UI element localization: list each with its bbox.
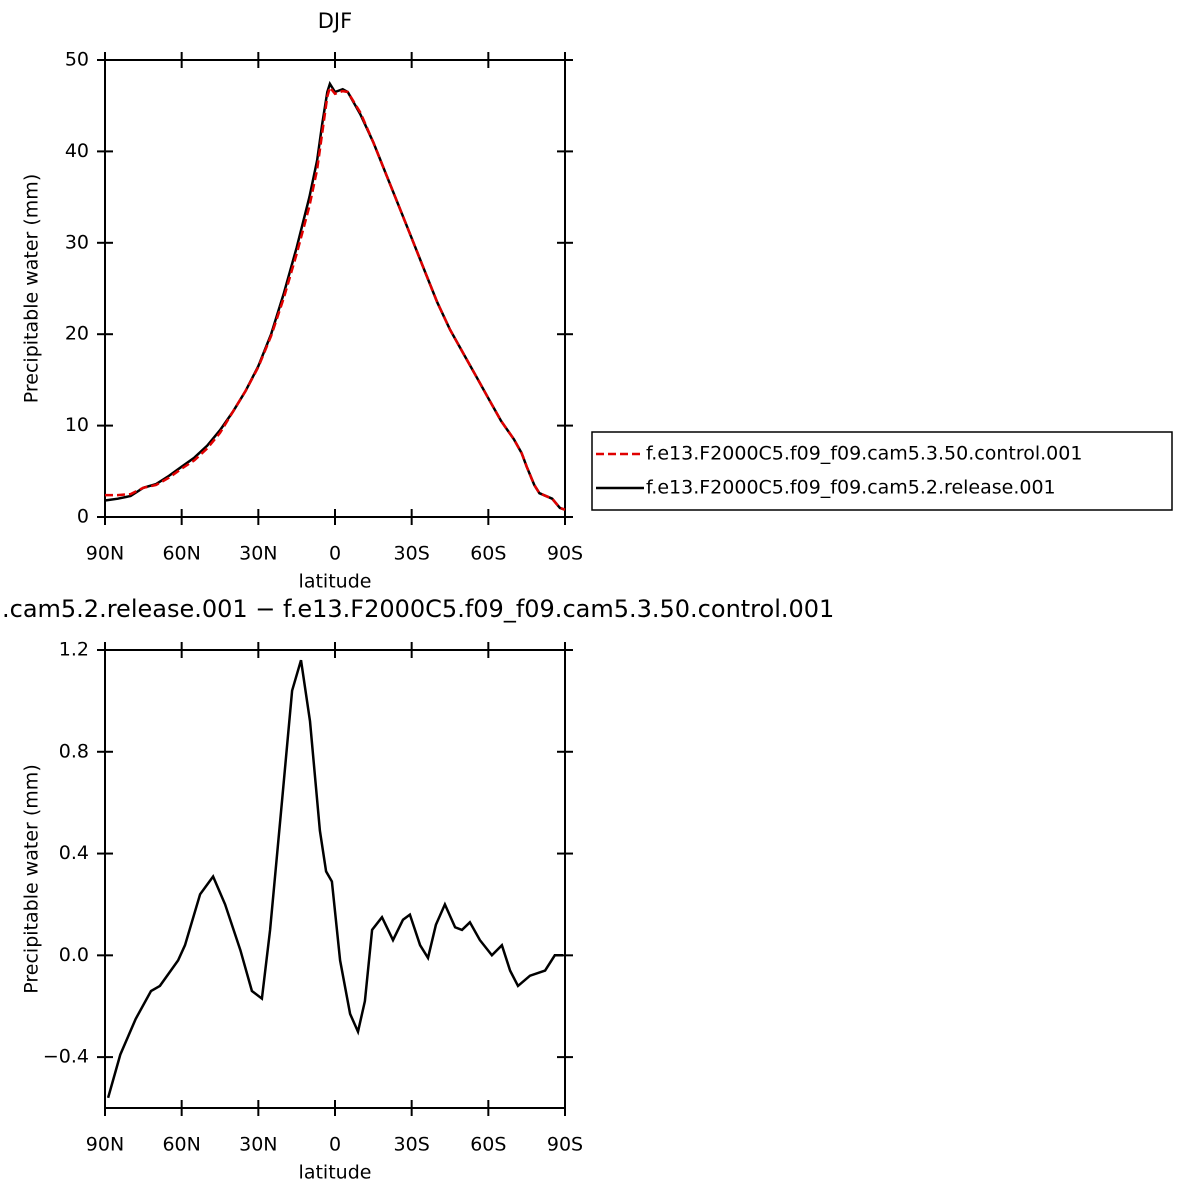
y-tick-label: 40 — [65, 140, 89, 162]
legend-box — [591, 431, 1173, 511]
x-axis-label: latitude — [299, 571, 372, 593]
chart-title: .cam5.2.release.001 − f.e13.F2000C5.f09_… — [2, 595, 834, 623]
series-line — [106, 659, 563, 1099]
x-tick-label: 90S — [547, 543, 583, 565]
y-tick-label: 0.0 — [59, 944, 89, 966]
x-tick-label: 60S — [470, 543, 506, 565]
plot-frame — [104, 649, 566, 1109]
y-axis-label: Precipitable water (mm) — [21, 174, 43, 403]
y-tick-label: 1.2 — [59, 639, 89, 661]
series-line — [105, 84, 566, 511]
x-tick-label: 30N — [239, 543, 277, 565]
x-tick-label: 0 — [329, 543, 341, 565]
y-tick-label: 0 — [77, 506, 89, 528]
y-tick-label: −0.4 — [43, 1046, 89, 1068]
x-tick-label: 90N — [86, 543, 124, 565]
x-tick-label: 30S — [394, 543, 430, 565]
y-tick-label: 50 — [65, 49, 89, 71]
series-line — [104, 80, 566, 511]
x-tick-label: 90N — [86, 1134, 124, 1156]
x-tick-label: 60N — [162, 1134, 200, 1156]
plot-frame — [104, 59, 566, 518]
x-tick-label: 90S — [547, 1134, 583, 1156]
x-tick-label: 30S — [394, 1134, 430, 1156]
legend-label: f.e13.F2000C5.f09_f09.cam5.3.50.control.… — [646, 443, 1082, 465]
x-tick-label: 0 — [329, 1134, 341, 1156]
x-tick-label: 60N — [162, 543, 200, 565]
y-tick-label: 0.8 — [59, 740, 89, 762]
y-tick-label: 0.4 — [59, 842, 89, 864]
y-tick-label: 10 — [65, 414, 89, 436]
x-axis-label: latitude — [299, 1162, 372, 1184]
y-tick-label: 30 — [65, 231, 89, 253]
x-tick-label: 30N — [239, 1134, 277, 1156]
x-tick-label: 60S — [470, 1134, 506, 1156]
legend-label: f.e13.F2000C5.f09_f09.cam5.2.release.001 — [646, 477, 1056, 499]
y-tick-label: 20 — [65, 323, 89, 345]
y-axis-label: Precipitable water (mm) — [21, 764, 43, 993]
chart-title: DJF — [318, 9, 352, 33]
